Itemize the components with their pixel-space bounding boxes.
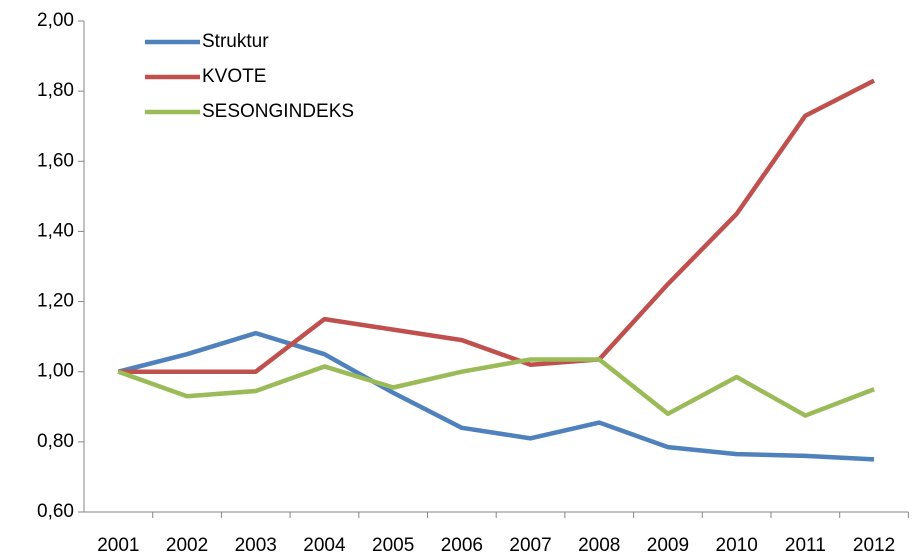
series-line (118, 78, 876, 374)
x-tick-label: 2006 (441, 535, 483, 556)
x-tick-label: 2003 (235, 535, 277, 556)
legend-label: SESONGINDEKS (202, 101, 354, 122)
x-tick-label: 2002 (166, 535, 208, 556)
x-tick-label: 2011 (785, 535, 826, 556)
legend-label: Struktur (202, 31, 269, 52)
y-tick-label: 0,80 (37, 431, 74, 452)
x-tick-label: 2004 (303, 535, 346, 556)
x-tick-label: 2012 (853, 535, 895, 556)
y-tick-label: 1,40 (37, 220, 74, 241)
series-line (117, 330, 875, 462)
legend-label: KVOTE (202, 66, 266, 87)
y-tick-label: 2,00 (37, 10, 74, 31)
x-tick-label: 2005 (372, 535, 414, 556)
series-line (117, 357, 875, 418)
y-tick-label: 1,00 (37, 361, 74, 382)
y-tick-label: 1,80 (37, 80, 74, 101)
x-tick-label: 2007 (509, 535, 551, 556)
y-tick-label: 1,20 (37, 291, 74, 312)
y-tick-label: 0,60 (37, 501, 74, 522)
x-tick-label: 2009 (647, 535, 689, 556)
x-tick-label: 2001 (97, 535, 139, 556)
x-tick-label: 2010 (716, 535, 758, 556)
y-tick-label: 1,60 (37, 150, 74, 171)
x-tick-label: 2008 (578, 535, 620, 556)
